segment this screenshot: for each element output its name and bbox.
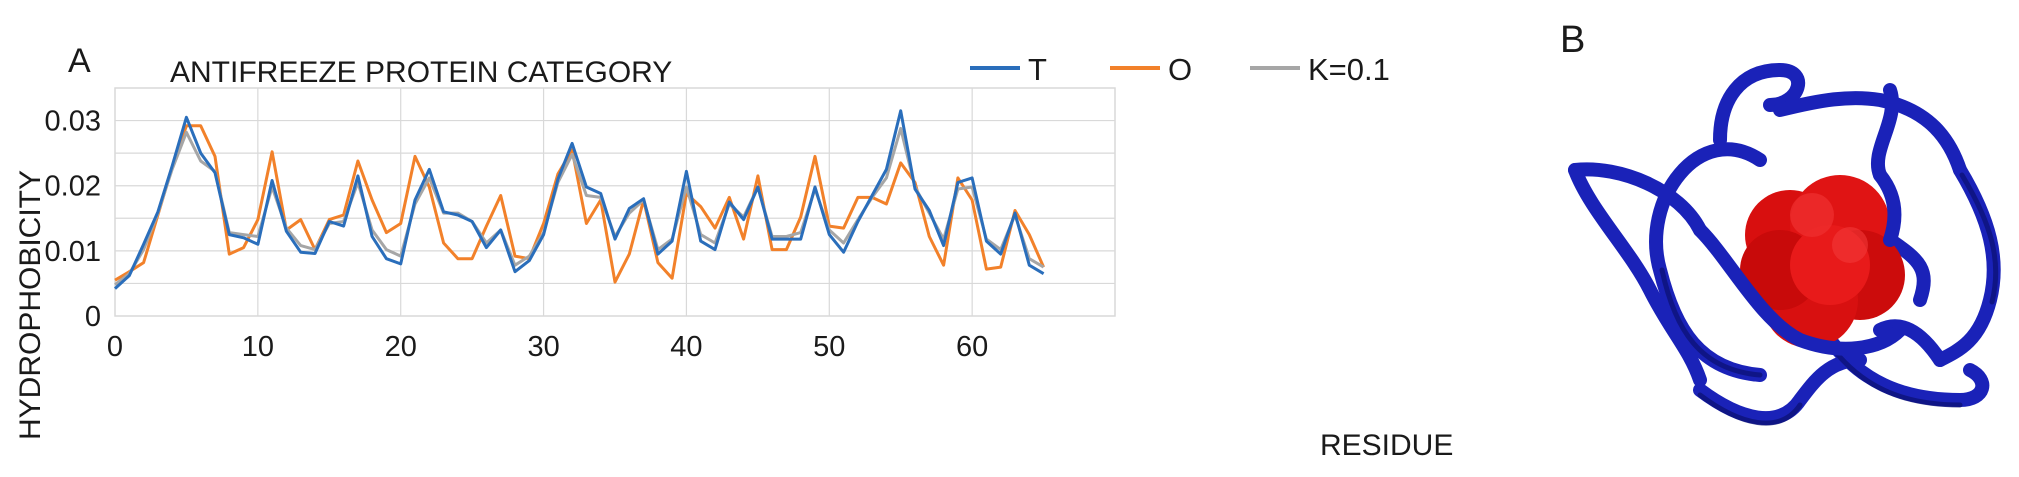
y-tick-label: 0.01 <box>45 236 101 268</box>
plot-border <box>114 87 1116 317</box>
ribbon-loop-7 <box>1933 163 2001 367</box>
ribbon-shade-1 <box>1659 267 1763 378</box>
panel-b-label: B <box>1560 19 1585 61</box>
y-tick-labels: 0 0.01 0.02 0.03 <box>45 106 101 333</box>
series-line-t <box>113 109 1045 290</box>
x-tick-label: 20 <box>385 331 417 363</box>
ribbon-shade-2 <box>1827 342 1963 408</box>
ribbon-loop-2 <box>1568 162 1707 237</box>
ribbon-loop-9 <box>1693 353 1867 426</box>
legend: T O K=0.1 <box>970 52 1390 87</box>
x-tick-label: 10 <box>242 331 274 363</box>
gridlines <box>114 87 1116 317</box>
y-tick-label: 0.03 <box>45 106 101 138</box>
x-axis-label: RESIDUE <box>1320 429 1453 462</box>
x-tick-label: 0 <box>107 331 123 363</box>
x-tick-labels: 0 10 20 30 40 50 60 <box>107 331 988 363</box>
panel-a-label: A <box>68 42 91 80</box>
y-axis-label: HYDROPHOBICITY <box>14 170 47 440</box>
ribbon-shade-4 <box>1959 172 1999 305</box>
ribbon-front-2 <box>1873 168 1902 247</box>
ribbon-loop-10 <box>1873 319 1947 367</box>
x-tick-label: 40 <box>670 331 702 363</box>
protein-ribbon-structure-image <box>1568 63 2001 426</box>
x-tick-label: 60 <box>956 331 988 363</box>
y-tick-label: 0 <box>85 301 101 333</box>
red-surface-blob <box>1740 175 1905 348</box>
ribbon-loop-5 <box>1773 91 1967 177</box>
series-line-k-0-1 <box>114 126 1045 286</box>
ribbon-loop-6 <box>1871 83 1899 182</box>
chart-title: ANTIFREEZE PROTEIN CATEGORY <box>170 56 672 89</box>
legend-label: T <box>1028 52 1047 87</box>
legend-label: O <box>1168 52 1192 87</box>
y-tick-label: 0.02 <box>45 171 101 203</box>
x-tick-label: 30 <box>527 331 559 363</box>
ribbon-front-1 <box>1693 223 1907 356</box>
ribbon-loop-3 <box>1568 163 1707 387</box>
ribbon-loop-4 <box>1713 63 1806 147</box>
legend-label: K=0.1 <box>1308 52 1390 87</box>
plot-area: 0 0.01 0.02 0.03 0 10 20 30 40 50 60 <box>45 87 1116 363</box>
ribbon-loop-11 <box>1883 233 1931 307</box>
series-lines <box>113 109 1045 290</box>
x-tick-label: 50 <box>813 331 845 363</box>
ribbon-shade-3 <box>1697 392 1803 426</box>
series-line-o <box>114 124 1045 284</box>
